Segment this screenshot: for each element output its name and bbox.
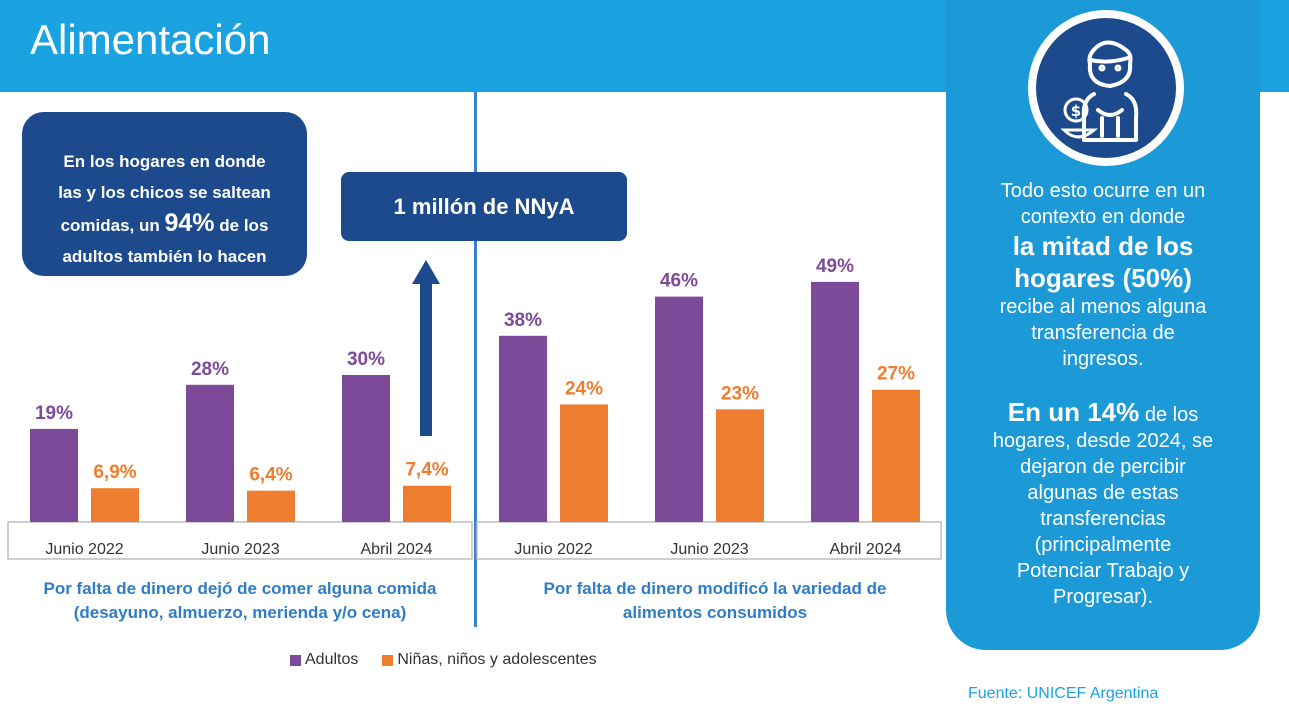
callout-box: En los hogares en donde las y los chicos… <box>22 112 307 276</box>
data-label-ninos-0-1: 6,4% <box>249 465 292 486</box>
bar-ninos-1-2 <box>872 389 920 522</box>
bar-adultos-1-1 <box>655 296 703 522</box>
bar-ninos-1-0 <box>560 404 608 522</box>
legend-label-ninos: Niñas, niños y adolescentes <box>397 651 597 668</box>
axis-frame-left <box>7 521 473 560</box>
data-label-ninos-1-1: 23% <box>721 383 759 404</box>
callout-line-3: comidas, un 94% de los <box>60 209 269 237</box>
bar-adultos-0-1 <box>186 384 234 522</box>
data-label-adultos-1-1: 46% <box>660 271 698 292</box>
data-label-adultos-1-0: 38% <box>504 310 542 331</box>
bar-charts: 19% 6,9% Junio 2022 28% 6,4% Junio 2023 30% 7,4… <box>7 256 942 560</box>
legend-swatch-ninos <box>382 654 394 666</box>
side-panel-highlight: En un 14% de los <box>1007 397 1199 427</box>
callout-line-4: adultos también lo hacen <box>62 247 267 266</box>
bar-adultos-0-0 <box>30 428 78 522</box>
child-eating-icon: $ <box>1028 10 1184 166</box>
data-label-ninos-0-0: 6,9% <box>93 462 136 483</box>
data-label-ninos-1-0: 24% <box>565 378 603 399</box>
axis-frame-right <box>476 521 942 560</box>
side-panel-text: Todo esto ocurre en un contexto en donde… <box>962 178 1244 610</box>
category-label-1-0: Junio 2022 <box>514 541 592 558</box>
data-label-ninos-1-2: 27% <box>877 364 915 385</box>
callout-line-2: las y los chicos se saltean <box>58 183 271 202</box>
category-label-1-2: Abril 2024 <box>829 541 901 558</box>
bowl-icon <box>1060 128 1098 139</box>
bar-adultos-0-2 <box>342 375 390 522</box>
chart-divider <box>474 92 477 627</box>
callout-highlight: 94% <box>164 209 215 237</box>
dollar-coin-icon: $ <box>1063 97 1089 123</box>
bar-ninos-0-0 <box>91 488 139 522</box>
bar-ninos-0-1 <box>247 490 295 522</box>
callout-line-1: En los hogares en donde <box>63 152 266 171</box>
category-label-0-2: Abril 2024 <box>360 541 432 558</box>
legend: Adultos Niñas, niños y adolescentes <box>290 651 597 669</box>
category-label-0-0: Junio 2022 <box>45 541 123 558</box>
bar-ninos-1-1 <box>716 409 764 522</box>
data-label-adultos-1-2: 49% <box>816 256 854 277</box>
svg-text:$: $ <box>1071 102 1081 120</box>
data-label-adultos-0-0: 19% <box>35 403 73 424</box>
data-label-ninos-0-2: 7,4% <box>405 460 448 481</box>
data-label-adultos-0-2: 30% <box>347 349 385 370</box>
legend-label-adultos: Adultos <box>305 651 359 668</box>
bar-adultos-1-2 <box>811 281 859 522</box>
category-label-0-1: Junio 2023 <box>201 541 279 558</box>
bar-adultos-1-0 <box>499 335 547 522</box>
nnya-badge: 1 millón de NNyA <box>341 172 627 241</box>
legend-swatch-adultos <box>290 654 301 666</box>
category-label-1-1: Junio 2023 <box>670 541 748 558</box>
source-note: Fuente: UNICEF Argentina <box>968 685 1159 702</box>
up-arrow-icon <box>412 260 440 436</box>
bar-ninos-0-2 <box>403 485 451 522</box>
page-title: Alimentación <box>30 16 271 63</box>
caption-left: Por falta de dinero dejó de comer alguna… <box>43 579 437 622</box>
caption-right: Por falta de dinero modificó la variedad… <box>543 579 887 622</box>
data-label-adultos-0-1: 28% <box>191 359 229 380</box>
